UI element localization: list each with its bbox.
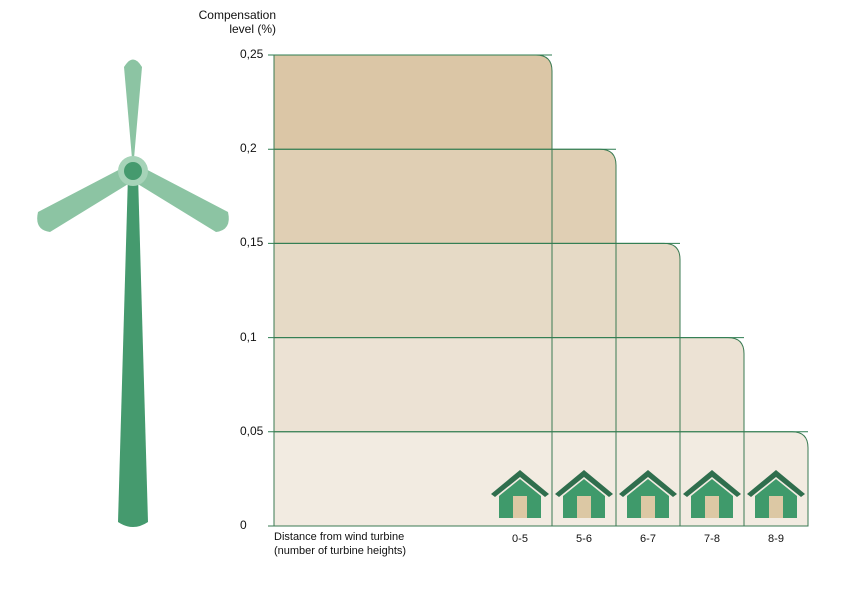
house-roof xyxy=(747,470,805,497)
turbine-blade xyxy=(37,165,139,232)
house-door xyxy=(769,496,783,518)
house-door xyxy=(705,496,719,518)
turbine-blade xyxy=(124,59,142,170)
x-category-label: 6-7 xyxy=(640,533,656,545)
house-door xyxy=(641,496,655,518)
turbine-blade xyxy=(128,165,229,232)
y-tick-label: 0,25 xyxy=(240,47,264,61)
x-category-label: 7-8 xyxy=(704,533,720,545)
x-axis-title-line2: (number of turbine heights) xyxy=(274,545,407,557)
house-roof xyxy=(619,470,677,497)
house-door xyxy=(513,496,527,518)
y-tick-label: 0 xyxy=(240,518,247,532)
house-icon xyxy=(619,470,677,518)
house-roof xyxy=(555,470,613,497)
house-roof xyxy=(491,470,549,497)
house-icon xyxy=(683,470,741,518)
house-icon xyxy=(491,470,549,518)
y-tick-label: 0,15 xyxy=(240,235,264,250)
y-tick-label: 0,2 xyxy=(240,141,257,156)
x-category-label: 5-6 xyxy=(576,533,592,545)
y-tick-label: 0,05 xyxy=(240,423,264,438)
y-axis-title: Compensation level (%) xyxy=(198,8,276,36)
house-door xyxy=(577,496,591,518)
turbine-tower xyxy=(118,175,148,527)
x-axis-title-line1: Distance from wind turbine xyxy=(274,531,405,543)
house-icon xyxy=(555,470,613,518)
wind-turbine-illustration xyxy=(37,59,229,527)
turbine-hub xyxy=(124,162,142,180)
x-axis-title: Distance from wind turbine (number of tu… xyxy=(274,530,406,558)
y-tick-label: 0,1 xyxy=(240,329,257,344)
house-roof xyxy=(683,470,741,497)
x-category-label: 8-9 xyxy=(768,533,784,545)
house-icon xyxy=(747,470,805,518)
x-category-label: 0-5 xyxy=(512,533,528,545)
